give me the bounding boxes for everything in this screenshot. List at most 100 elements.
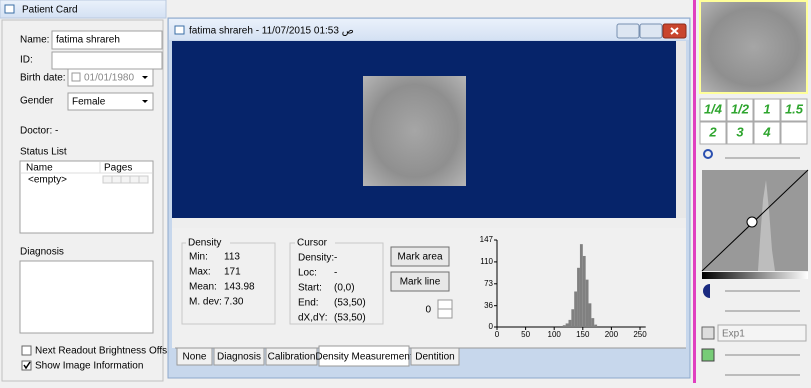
info-label: End: [298,298,319,309]
zoom-label: 1/4 [704,101,723,116]
icon [175,26,184,34]
divider [693,0,696,383]
bar [586,280,589,327]
info-value: (53,50) [334,313,366,324]
icon [702,327,714,339]
checkbox[interactable] [72,73,80,81]
bar [580,244,583,327]
thumbnail [700,1,807,93]
x-tick-label: 100 [548,330,562,339]
tab-label: Diagnosis [217,352,261,363]
label: Gender [20,96,54,107]
tab-label: None [183,352,207,363]
list-item: <empty> [28,175,67,186]
info-label: M. dev: [189,297,222,308]
info-value: 143.98 [224,282,255,293]
y-tick-label: 36 [484,301,493,310]
info-label: Mean: [189,282,217,293]
bar [577,268,580,327]
curve-handle[interactable] [747,217,757,227]
label: Birth date: [20,73,66,84]
doctor: Doctor: - [20,126,58,137]
checkbox-label: Show Image Information [35,361,143,372]
info-value: (0,0) [334,283,355,294]
tab-label: Density Measurement [315,352,412,363]
info-label: Min: [189,252,208,263]
info-value: 113 [224,252,240,263]
histogram-frame [470,234,640,340]
column-header: Name [26,163,53,174]
viewer-title: fatima shrareh - 11/07/2015 01:53 ص [189,26,354,37]
scrollbar[interactable] [172,218,686,228]
button-label: Mark area [397,252,442,263]
label: Name: [20,35,49,46]
info-value: 171 [224,267,241,278]
info-value: 7.30 [224,297,244,308]
gray-bar [702,272,808,279]
x-tick-label: 250 [633,330,647,339]
group-title: Cursor [297,238,328,249]
diagnosis-text[interactable] [20,261,153,333]
maximize[interactable] [640,24,662,38]
checkbox-label: Next Readout Brightness Offset [35,346,176,357]
zoom-label: 1 [763,101,770,116]
zoom-cell[interactable] [781,122,807,144]
viewer-window: fatima shrareh - 11/07/2015 01:53 ص Dens… [168,18,690,378]
zoom-label: 4 [762,124,771,139]
card-title: Patient Card [22,5,78,16]
info-label: Max: [189,267,211,278]
x-tick-label: 150 [576,330,590,339]
button-label: Mark line [400,277,441,288]
tab-label: Calibration [268,352,316,363]
spin-value: 0 [425,305,431,316]
info-label: Start: [298,283,322,294]
label: ID: [20,55,33,66]
page-boxes [103,176,148,183]
contrast-icon [703,284,710,298]
section-label: Status List [20,147,67,158]
info-label: dX,dY: [298,313,327,324]
gender-value: Female [72,97,106,108]
minimize[interactable] [617,24,639,38]
icon [5,5,14,13]
bar [566,323,569,327]
tab-label: Dentition [415,352,454,363]
info-value: (53,50) [334,298,366,309]
zoom-label: 3 [736,124,744,139]
y-tick-label: 73 [484,279,493,288]
section-label: Diagnosis [20,247,64,258]
bar [563,325,566,327]
info-value: - [334,268,337,279]
bar [591,318,594,327]
info-value: - [334,253,337,264]
name-value: fatima shrareh [56,35,120,46]
x-tick-label: 200 [605,330,619,339]
bar [574,291,577,327]
y-tick-label: 110 [480,257,493,266]
scrollbar[interactable] [676,41,686,218]
screen: Patient Card Name: fatima shrareh ID: Bi… [0,0,811,383]
zoom-label: 1.5 [785,101,804,116]
info-label: Loc: [298,268,317,279]
group-title: Density [188,238,221,249]
x-tick-label: 50 [521,330,530,339]
checkbox[interactable] [22,346,31,355]
column-header: Pages [104,163,132,174]
bar [583,256,586,327]
zoom-label: 2 [708,124,717,139]
bar [569,320,572,327]
patient-card: Patient Card Name: fatima shrareh ID: Bi… [0,0,176,381]
zoom-label: 1/2 [731,101,750,116]
bar [589,303,592,327]
side-panel: 1/4 1/2 1 1.5 2 3 4 Exp1 [693,0,808,383]
magnifier [704,150,712,158]
y-tick-label: 0 [489,322,494,331]
x-tick-label: 0 [495,330,500,339]
exposure: Exp1 [722,329,745,340]
id-input[interactable] [52,52,162,69]
y-tick-label: 147 [480,235,494,244]
icon [702,349,714,361]
bar [571,309,574,327]
zoom-grid: 1/4 1/2 1 1.5 2 3 4 [700,99,807,144]
xray-image [363,76,466,186]
